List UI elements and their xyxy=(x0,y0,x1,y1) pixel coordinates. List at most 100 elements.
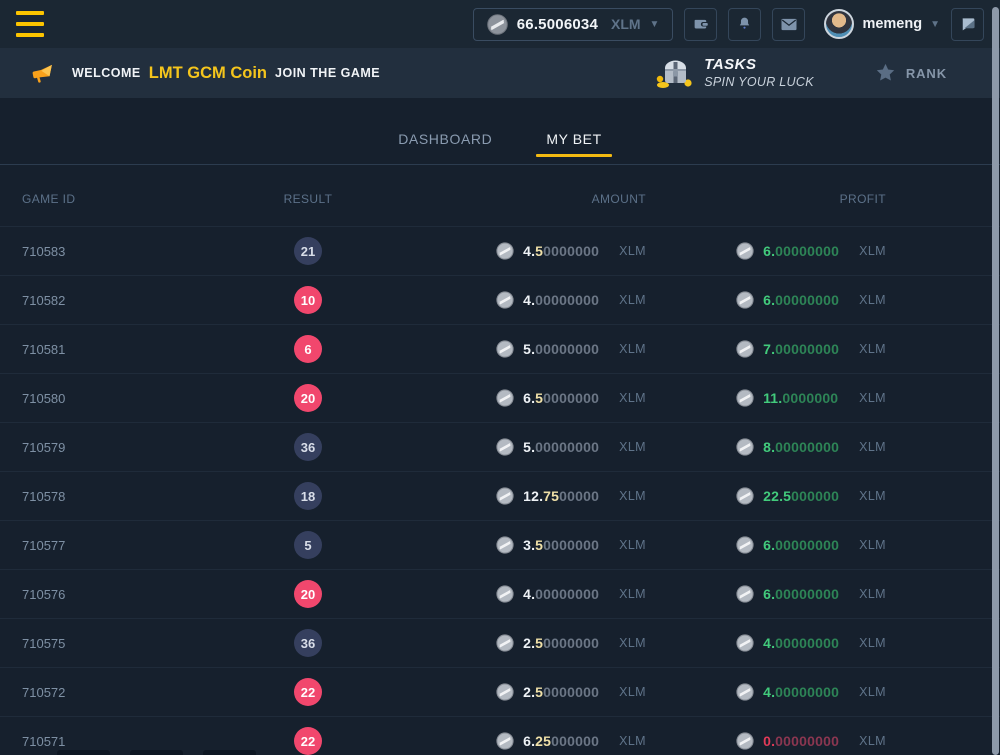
amount-zeros: 0000000 xyxy=(543,390,600,406)
header-amount: AMOUNT xyxy=(591,191,646,206)
game-id: 710572 xyxy=(22,684,66,700)
balance-amount: 66.5006034 xyxy=(516,15,598,33)
currency-label: XLM xyxy=(619,685,646,699)
profit-value: 7.00000000 xyxy=(763,341,845,357)
currency-label: XLM xyxy=(859,685,886,699)
profit-cell: 6.00000000 XLM xyxy=(646,242,1000,260)
tab-dashboard[interactable]: DASHBOARD xyxy=(388,131,502,164)
currency-label: XLM xyxy=(619,342,646,356)
currency-label: XLM xyxy=(619,636,646,650)
amount-fraction: 5 xyxy=(535,635,544,651)
table-row: 710575 36 2.50000000 XLM 4.00000000 XLM xyxy=(0,618,1000,667)
profit-value: 4.00000000 xyxy=(763,684,845,700)
profit-value: 22.5000000 xyxy=(763,488,845,504)
amount-zeros: 00000000 xyxy=(535,439,600,455)
tasks-widget[interactable]: TASKS SPIN YOUR LUCK xyxy=(653,54,814,92)
chat-button[interactable] xyxy=(951,7,984,41)
amount-fraction: 5 xyxy=(535,390,544,406)
scrollbar-thumb[interactable] xyxy=(992,7,999,755)
amount-integer: 4. xyxy=(523,586,536,602)
profit-significant: 6. xyxy=(763,586,776,602)
game-id: 710576 xyxy=(22,586,66,602)
game-id: 710571 xyxy=(22,733,66,749)
welcome-message[interactable]: WELCOME LMT GCM Coin JOIN THE GAME xyxy=(30,61,653,86)
xlm-coin-icon xyxy=(486,13,508,35)
currency-label: XLM xyxy=(619,538,646,552)
currency-label: XLM xyxy=(619,440,646,454)
amount-fraction: 25 xyxy=(535,733,552,749)
amount-value: 6.25000000 xyxy=(523,733,605,749)
profit-significant: 4. xyxy=(763,635,776,651)
balance-selector[interactable]: 66.5006034 XLM ▼ xyxy=(472,7,674,41)
result-cell: 22 xyxy=(250,678,366,706)
hamburger-menu-button[interactable] xyxy=(16,11,46,37)
user-menu[interactable]: memeng ▼ xyxy=(824,9,940,39)
profit-cell: 6.00000000 XLM xyxy=(646,291,1000,309)
amount-integer: 12. xyxy=(523,488,544,504)
result-badge: 6 xyxy=(294,335,322,363)
xlm-coin-icon xyxy=(496,634,514,652)
mail-icon xyxy=(780,17,798,32)
amount-integer: 2. xyxy=(523,635,536,651)
amount-zeros: 000000 xyxy=(551,733,600,749)
xlm-coin-icon xyxy=(736,585,754,603)
xlm-coin-icon xyxy=(496,389,514,407)
currency-label: XLM xyxy=(859,587,886,601)
table-body: 710583 21 4.50000000 XLM 6.00000000 XLM 710582… xyxy=(0,226,1000,755)
profit-zeros: 00000000 xyxy=(775,292,840,308)
xlm-coin-icon xyxy=(736,487,754,505)
amount-value: 6.50000000 xyxy=(523,390,605,406)
header-profit: PROFIT xyxy=(839,191,886,206)
xlm-coin-icon xyxy=(496,536,514,554)
profit-value: 11.0000000 xyxy=(763,390,845,406)
table-row: 710582 10 4.00000000 XLM 6.00000000 XLM xyxy=(0,275,1000,324)
xlm-coin-icon xyxy=(736,389,754,407)
amount-integer: 5. xyxy=(523,341,536,357)
below-fold-element xyxy=(130,750,183,755)
amount-value: 12.7500000 xyxy=(523,488,605,504)
amount-value: 2.50000000 xyxy=(523,635,605,651)
xlm-coin-icon xyxy=(736,291,754,309)
currency-label: XLM xyxy=(859,538,886,552)
game-id: 710577 xyxy=(22,537,66,553)
currency-label: XLM xyxy=(619,489,646,503)
notifications-button[interactable] xyxy=(728,7,762,41)
amount-cell: 5.00000000 XLM xyxy=(366,340,646,358)
currency-label: XLM xyxy=(859,391,886,405)
wallet-button[interactable] xyxy=(684,7,718,41)
amount-fraction: 5 xyxy=(535,684,544,700)
game-id: 710582 xyxy=(22,292,66,308)
amount-integer: 4. xyxy=(523,292,536,308)
rank-widget[interactable]: RANK xyxy=(874,62,947,84)
profit-value: 6.00000000 xyxy=(763,292,845,308)
result-cell: 21 xyxy=(250,237,366,265)
profit-significant: 6. xyxy=(763,243,776,259)
result-badge: 5 xyxy=(294,531,322,559)
table-row: 710580 20 6.50000000 XLM 11.0000000 XLM xyxy=(0,373,1000,422)
xlm-coin-icon xyxy=(736,438,754,456)
bet-history-table: GAME ID RESULT AMOUNT PROFIT 710583 21 4.5… xyxy=(0,165,1000,755)
amount-zeros: 0000000 xyxy=(543,537,600,553)
currency-label: XLM xyxy=(619,391,646,405)
amount-fraction: 5 xyxy=(535,537,544,553)
table-row: 710583 21 4.50000000 XLM 6.00000000 XLM xyxy=(0,226,1000,275)
currency-label: XLM xyxy=(859,342,886,356)
profit-cell: 6.00000000 XLM xyxy=(646,536,1000,554)
profit-cell: 22.5000000 XLM xyxy=(646,487,1000,505)
amount-value: 5.00000000 xyxy=(523,341,605,357)
coin-name: LMT GCM Coin xyxy=(148,63,268,82)
mail-button[interactable] xyxy=(772,7,806,41)
tab-my-bet[interactable]: MY BET xyxy=(536,131,613,164)
currency-label: XLM xyxy=(619,293,646,307)
xlm-coin-icon xyxy=(496,438,514,456)
xlm-coin-icon xyxy=(496,732,514,750)
result-cell: 36 xyxy=(250,433,366,461)
xlm-coin-icon xyxy=(736,340,754,358)
amount-cell: 12.7500000 XLM xyxy=(366,487,646,505)
amount-cell: 6.25000000 XLM xyxy=(366,732,646,750)
profit-value: 8.00000000 xyxy=(763,439,845,455)
currency-label: XLM xyxy=(859,293,886,307)
profit-zeros: 00000000 xyxy=(775,733,840,749)
amount-zeros: 00000000 xyxy=(535,586,600,602)
